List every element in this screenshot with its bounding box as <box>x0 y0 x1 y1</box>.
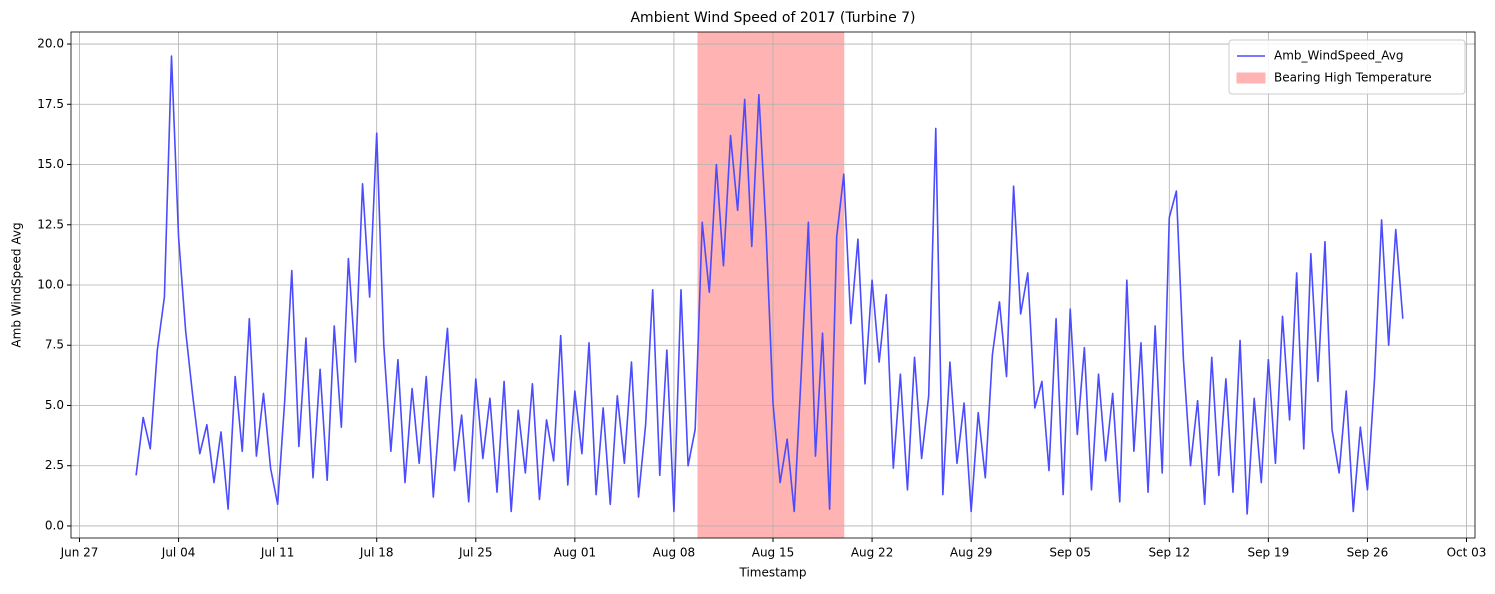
x-tick-label: Jul 18 <box>359 546 394 560</box>
x-tick-label: Oct 03 <box>1447 546 1487 560</box>
y-tick-label: 0.0 <box>45 518 64 532</box>
y-tick-label: 2.5 <box>45 458 64 472</box>
y-tick-label: 7.5 <box>45 338 64 352</box>
x-tick-label: Sep 05 <box>1049 546 1091 560</box>
x-tick-label: Jul 04 <box>161 546 196 560</box>
x-tick-label: Aug 22 <box>851 546 894 560</box>
y-tick-label: 12.5 <box>37 217 64 231</box>
y-tick-label: 5.0 <box>45 398 64 412</box>
y-tick-label: 20.0 <box>37 37 64 51</box>
legend-box <box>1228 39 1466 95</box>
x-tick-label: Aug 29 <box>950 546 993 560</box>
y-tick-label: 10.0 <box>37 278 64 292</box>
x-tick-label: Aug 15 <box>752 546 795 560</box>
y-tick-label: 15.0 <box>37 157 64 171</box>
plot-frame <box>70 31 1476 539</box>
y-axis-label: Amb WindSpeed Avg <box>10 222 24 347</box>
x-tick-label: Sep 19 <box>1248 546 1290 560</box>
data-line <box>135 55 1404 515</box>
chart-title: Ambient Wind Speed of 2017 (Turbine 7) <box>630 10 915 26</box>
x-tick-label: Jul 25 <box>458 546 493 560</box>
x-tick-label: Sep 26 <box>1347 546 1389 560</box>
x-tick-label: Aug 01 <box>554 546 597 560</box>
legend-swatch <box>1236 72 1266 84</box>
legend-label: Bearing High Temperature <box>1274 71 1432 85</box>
x-tick-label: Jun 27 <box>60 546 99 560</box>
x-tick-label: Jul 11 <box>260 546 295 560</box>
x-axis-label: Timestamp <box>739 566 807 580</box>
legend-label: Amb_WindSpeed_Avg <box>1274 49 1404 63</box>
x-tick-label: Sep 12 <box>1148 546 1190 560</box>
x-tick-label: Aug 08 <box>653 546 696 560</box>
y-tick-label: 17.5 <box>37 97 64 111</box>
